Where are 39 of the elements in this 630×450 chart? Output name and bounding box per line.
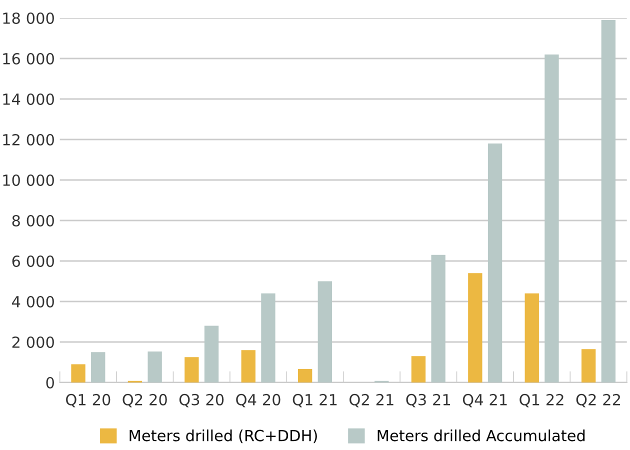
x-tick-label: Q2 21 [350, 394, 394, 408]
bar [298, 368, 312, 382]
x-tick-label: Q2 22 [576, 394, 620, 408]
x-tick-label: Q1 22 [520, 394, 564, 408]
bar [411, 356, 426, 382]
x-tick-label: Q1 21 [292, 394, 337, 408]
bar [148, 352, 162, 382]
bar [91, 352, 106, 382]
bar [71, 364, 86, 382]
bar [468, 273, 482, 382]
bar [431, 254, 446, 382]
bar [184, 357, 199, 382]
bar [488, 144, 502, 382]
x-tick-label: Q3 20 [179, 394, 224, 408]
y-tick-label: 8 000 [12, 214, 54, 227]
bar [318, 281, 332, 382]
y-tick-label: 12 000 [3, 134, 54, 146]
x-tick-label: Q4 21 [462, 394, 507, 408]
y-tick-label: 2 000 [12, 336, 54, 348]
x-tick-label: Q3 21 [406, 394, 450, 408]
legend-label: Meters drilled Accumulated [378, 430, 585, 442]
bar [601, 20, 616, 382]
legend-label: Meters drilled (RC+DDH) [130, 430, 317, 444]
y-tick-label: 4 000 [12, 296, 54, 308]
x-tick-label: Q4 20 [236, 394, 280, 408]
bar [544, 54, 559, 382]
bar [581, 349, 596, 382]
bar [241, 350, 256, 382]
bar [204, 326, 219, 382]
y-tick-label: 6 000 [12, 255, 54, 268]
x-tick-label: Q2 20 [122, 394, 167, 408]
y-tick-label: 10 000 [3, 174, 54, 186]
x-tick-label: Q1 20 [66, 394, 110, 408]
bar [261, 293, 276, 382]
y-tick-label: 0 [46, 376, 54, 389]
y-tick-label: 16 000 [3, 52, 54, 65]
bar [524, 293, 539, 382]
y-tick-label: 14 000 [3, 93, 54, 106]
y-tick-label: 18 000 [3, 12, 54, 24]
